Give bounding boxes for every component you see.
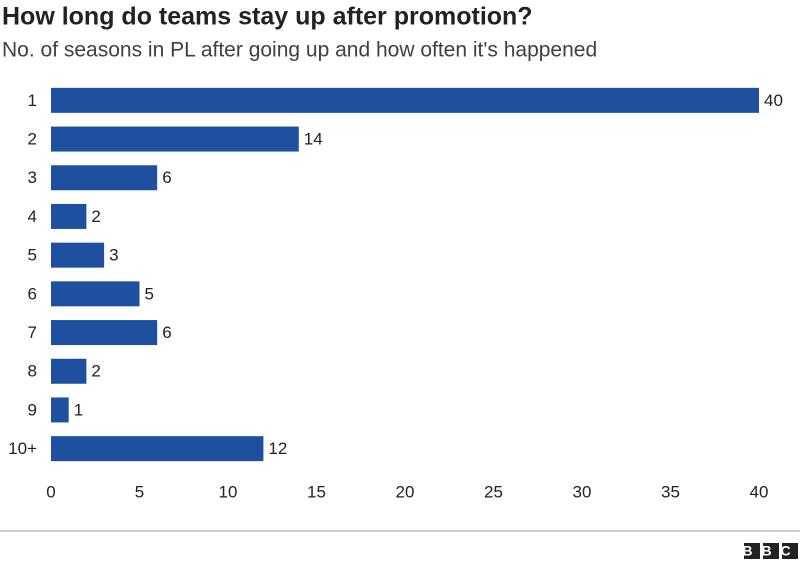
y-tick-label: 8 [28,362,37,381]
bar [51,203,87,229]
x-tick-label: 40 [750,482,769,501]
bar [51,165,158,191]
data-label: 2 [91,207,100,226]
y-tick-label: 10+ [8,439,37,458]
data-label: 6 [162,323,171,342]
bar [51,436,264,462]
bar [51,397,69,423]
y-tick-label: 5 [28,246,37,265]
bar [51,126,299,152]
logo: BBC [742,543,799,559]
x-tick-label: 0 [46,482,55,501]
bar [51,87,759,113]
data-label: 2 [91,362,100,381]
x-tick-label: 35 [661,482,680,501]
y-tick-label: 6 [28,284,37,303]
bar [51,320,158,346]
y-tick-label: 2 [28,130,37,149]
y-tick-label: 1 [28,91,37,110]
x-tick-label: 10 [219,482,238,501]
y-tick-label: 3 [28,168,37,187]
data-label: 14 [304,130,323,149]
bar [51,242,105,268]
data-label: 3 [109,246,118,265]
x-tick-label: 25 [484,482,503,501]
chart-subtitle: No. of seasons in PL after going up and … [2,39,597,62]
x-tick-label: 30 [573,482,592,501]
data-label: 40 [764,91,783,110]
x-tick-label: 5 [135,482,144,501]
data-label: 1 [74,400,83,419]
x-tick-label: 15 [307,482,326,501]
chart-title: How long do teams stay up after promotio… [2,3,533,31]
x-tick-label: 20 [396,482,415,501]
y-tick-label: 7 [28,323,37,342]
y-tick-label: 9 [28,400,37,419]
data-label: 5 [145,284,154,303]
y-tick-label: 4 [28,207,37,226]
bar [51,358,87,384]
data-label: 6 [162,168,171,187]
data-label: 12 [268,439,287,458]
logo-text: BBC [742,543,799,559]
bar [51,281,140,307]
